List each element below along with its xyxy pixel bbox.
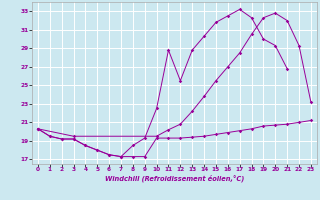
X-axis label: Windchill (Refroidissement éolien,°C): Windchill (Refroidissement éolien,°C) bbox=[105, 175, 244, 182]
